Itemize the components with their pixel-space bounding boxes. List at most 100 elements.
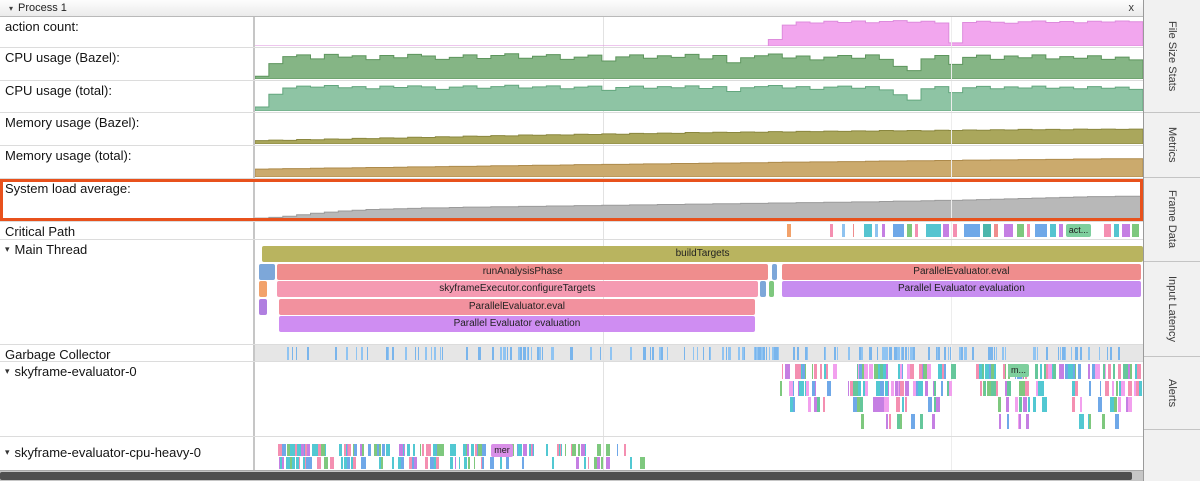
skyframe-evaluator-0-chart[interactable]: m... [255, 362, 1143, 436]
trace-event[interactable] [710, 347, 712, 360]
trace-event[interactable] [1116, 380, 1119, 396]
trace-event[interactable] [986, 380, 992, 396]
trace-event[interactable] [918, 380, 923, 396]
trace-event[interactable] [1032, 397, 1037, 412]
critical-path-event[interactable] [1003, 224, 1014, 237]
critical-path-event[interactable] [852, 224, 855, 237]
trace-event[interactable] [572, 444, 576, 456]
trace-event[interactable] [988, 364, 992, 379]
trace-event[interactable] [1127, 397, 1133, 412]
trace-event[interactable] [1098, 347, 1100, 360]
trace-event[interactable] [908, 347, 910, 360]
counter-chart-mem-total[interactable] [255, 146, 1143, 178]
trace-event[interactable] [933, 397, 938, 412]
trace-event[interactable] [1079, 347, 1082, 360]
trace-event[interactable] [1135, 380, 1139, 396]
trace-event[interactable] [927, 347, 930, 360]
trace-event[interactable] [985, 364, 989, 379]
critical-path-event[interactable] [841, 224, 846, 237]
trace-event[interactable] [499, 457, 502, 469]
trace-event[interactable] [426, 444, 431, 456]
trace-event[interactable] [935, 347, 937, 360]
trace-event[interactable] [287, 444, 290, 456]
critical-path-event[interactable] [1058, 224, 1064, 237]
trace-event[interactable] [481, 444, 486, 456]
flame-slice[interactable]: ParallelEvaluator.eval [278, 298, 755, 315]
trace-event[interactable] [897, 413, 901, 429]
trace-event[interactable] [761, 347, 764, 360]
trace-event[interactable] [797, 347, 800, 360]
trace-event[interactable] [305, 444, 308, 456]
trace-event[interactable] [1102, 413, 1105, 429]
trace-event[interactable] [1102, 364, 1105, 379]
trace-event[interactable] [897, 347, 900, 360]
trace-event[interactable] [793, 347, 796, 360]
trace-event[interactable] [527, 347, 530, 360]
trace-event[interactable] [703, 347, 705, 360]
critical-path-event[interactable] [1113, 224, 1119, 237]
trace-event[interactable] [296, 347, 297, 360]
trace-event[interactable] [997, 397, 1001, 412]
critical-path-event[interactable] [993, 224, 999, 237]
flame-slice[interactable] [259, 298, 267, 315]
trace-event[interactable] [991, 380, 996, 396]
trace-event[interactable] [1036, 380, 1038, 396]
trace-event[interactable] [367, 444, 371, 456]
trace-event[interactable] [1087, 347, 1091, 360]
trace-event[interactable] [373, 444, 377, 456]
critical-path-event[interactable] [1016, 224, 1024, 237]
critical-path-event[interactable] [864, 224, 873, 237]
trace-event[interactable] [784, 364, 788, 379]
trace-event[interactable] [392, 457, 394, 469]
trace-event[interactable] [1064, 347, 1066, 360]
trace-event[interactable] [825, 364, 829, 379]
flame-slice[interactable]: skyframeExecutor.configureTargets [277, 281, 758, 297]
trace-event[interactable] [823, 364, 827, 379]
tab-file-size-stats[interactable]: File Size Stats [1144, 0, 1200, 113]
trace-event[interactable] [1117, 347, 1119, 360]
flame-slice[interactable]: buildTargets [262, 246, 1143, 262]
trace-event[interactable] [433, 444, 436, 456]
trace-event[interactable] [792, 397, 796, 412]
trace-event[interactable] [570, 347, 573, 360]
expander-icon[interactable]: ▾ [5, 366, 10, 376]
trace-event[interactable] [998, 413, 1002, 429]
trace-event[interactable] [346, 347, 349, 360]
trace-event[interactable] [1052, 364, 1056, 379]
trace-event[interactable] [928, 397, 932, 412]
trace-event[interactable] [387, 347, 390, 360]
trace-event[interactable] [894, 347, 897, 360]
trace-event[interactable] [825, 347, 827, 360]
trace-event[interactable] [947, 380, 952, 396]
trace-event[interactable] [454, 444, 457, 456]
trace-event[interactable] [1137, 380, 1142, 396]
trace-event[interactable] [722, 347, 725, 360]
trace-event[interactable] [323, 444, 326, 456]
trace-event[interactable] [424, 457, 428, 469]
trace-event[interactable] [478, 347, 481, 360]
trace-event[interactable] [617, 444, 619, 456]
trace-event[interactable] [522, 444, 527, 456]
counter-chart-mem-bazel[interactable] [255, 113, 1143, 145]
trace-event[interactable] [781, 364, 784, 379]
trace-event[interactable] [356, 347, 358, 360]
trace-event[interactable] [950, 364, 956, 379]
trace-event[interactable] [588, 457, 590, 469]
trace-event[interactable] [898, 364, 901, 379]
trace-event[interactable] [311, 444, 316, 456]
trace-event[interactable] [741, 347, 745, 360]
flame-slice[interactable] [760, 281, 767, 297]
trace-event[interactable] [1093, 364, 1098, 379]
trace-event[interactable] [422, 444, 425, 456]
trace-event[interactable] [652, 347, 654, 360]
trace-event[interactable] [773, 347, 777, 360]
close-icon[interactable]: x [1128, 1, 1135, 14]
trace-event[interactable] [935, 397, 940, 412]
trace-event[interactable] [330, 457, 334, 469]
trace-event[interactable] [295, 457, 300, 469]
skyframe-evaluator-cpu-heavy-0-chart[interactable]: mer [255, 443, 1143, 470]
trace-event[interactable] [465, 347, 468, 360]
critical-path-event[interactable] [943, 224, 950, 237]
trace-event[interactable] [847, 380, 850, 396]
trace-event[interactable] [857, 364, 860, 379]
